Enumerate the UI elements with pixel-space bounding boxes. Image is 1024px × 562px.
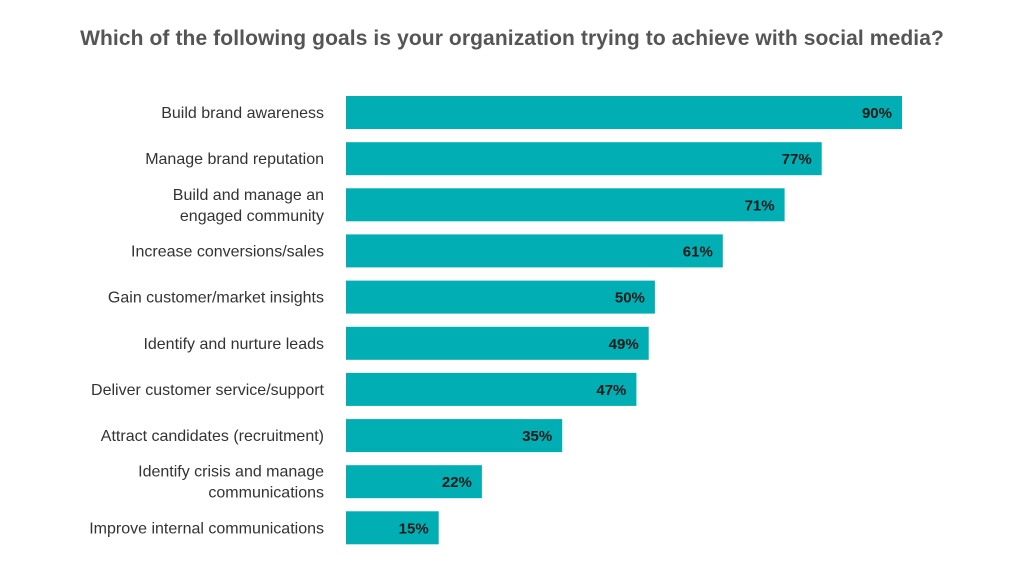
category-label-3-line-2: engaged community xyxy=(180,208,324,225)
value-label-10: 15% xyxy=(399,520,429,537)
category-label-8: Attract candidates (recruitment) xyxy=(101,428,324,445)
bar-1 xyxy=(346,96,902,129)
bar-8 xyxy=(346,419,563,453)
value-label-7: 47% xyxy=(596,382,626,399)
bar-10 xyxy=(346,511,439,545)
category-label-6: Identify and nurture leads xyxy=(143,336,324,353)
value-label-9: 22% xyxy=(442,474,472,491)
category-label-7: Deliver customer service/support xyxy=(91,382,325,399)
value-label-4: 61% xyxy=(683,243,713,260)
category-label-9-line-2: communications xyxy=(208,485,324,502)
bar-3 xyxy=(346,188,785,222)
category-label-2: Manage brand reputation xyxy=(145,151,324,168)
category-label-4: Increase conversions/sales xyxy=(131,243,324,260)
bar-5 xyxy=(346,280,655,314)
bar-4 xyxy=(346,234,723,268)
category-label-10: Improve internal communications xyxy=(89,520,324,537)
category-label-5: Gain customer/market insights xyxy=(108,290,324,307)
value-label-3: 71% xyxy=(745,197,775,214)
category-label-9-line-1: Identify crisis and manage xyxy=(138,464,324,481)
bar-6 xyxy=(346,326,649,360)
value-label-8: 35% xyxy=(522,428,552,445)
value-label-2: 77% xyxy=(782,151,812,168)
bar-7 xyxy=(346,372,637,406)
category-label-3-line-1: Build and manage an xyxy=(173,187,324,204)
category-label-1: Build brand awareness xyxy=(161,105,324,122)
bar-9 xyxy=(346,465,482,499)
bar-2 xyxy=(346,142,822,176)
chart-title: Which of the following goals is your org… xyxy=(80,27,944,50)
value-label-6: 49% xyxy=(609,336,639,353)
value-label-1: 90% xyxy=(862,105,892,122)
value-label-5: 50% xyxy=(615,290,645,307)
